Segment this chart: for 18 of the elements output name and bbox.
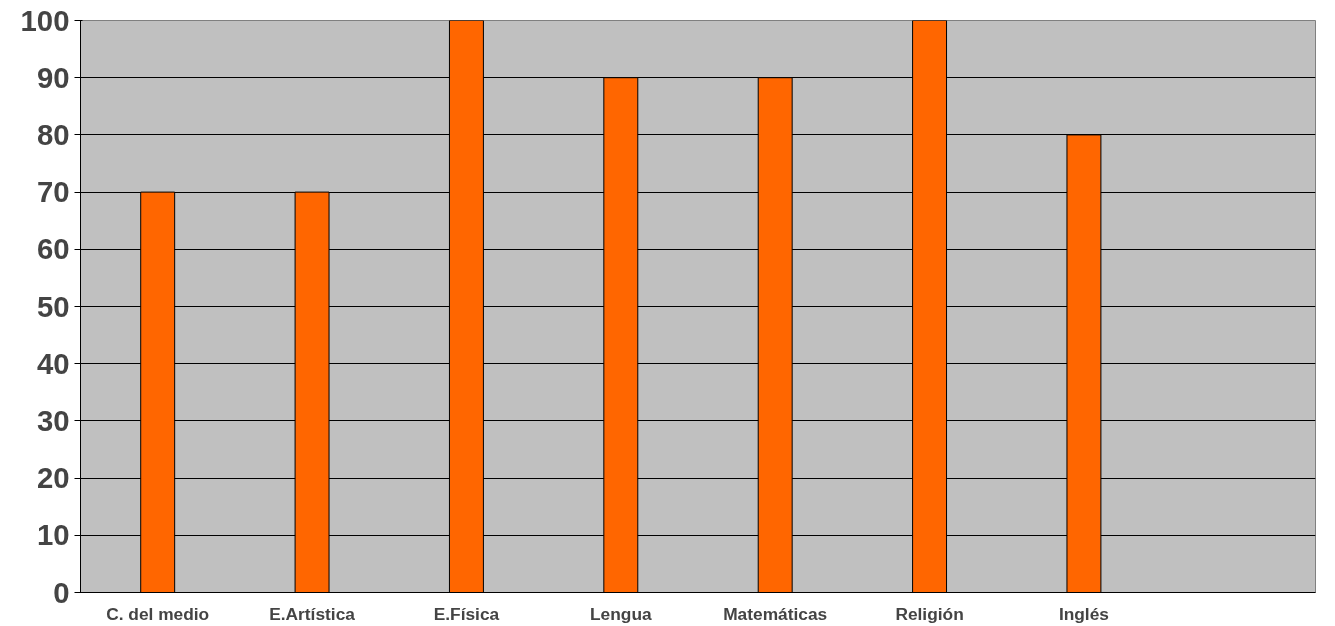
y-tick-label: 30 bbox=[36, 403, 70, 437]
x-tick-label: E.Física bbox=[433, 603, 500, 624]
x-tick-label: Lengua bbox=[590, 603, 652, 624]
y-tick-label: 50 bbox=[36, 289, 70, 323]
x-tick-label: Religión bbox=[895, 603, 964, 624]
y-tick-label: 100 bbox=[20, 3, 70, 37]
x-tick-label: Inglés bbox=[1058, 603, 1109, 624]
x-tick-label: E.Artística bbox=[269, 603, 356, 624]
y-tick-label: 40 bbox=[36, 346, 70, 380]
x-tick-label: C. del medio bbox=[106, 603, 210, 624]
y-tick-label: 90 bbox=[36, 60, 70, 94]
y-tick-label: 80 bbox=[36, 117, 70, 151]
y-tick-label: 70 bbox=[36, 175, 70, 209]
y-tick-label: 10 bbox=[36, 518, 70, 552]
y-tick-label: 0 bbox=[53, 575, 70, 609]
y-tick-label: 60 bbox=[36, 232, 70, 266]
y-tick-label: 20 bbox=[36, 461, 70, 495]
x-tick-label: Matemáticas bbox=[723, 603, 828, 624]
